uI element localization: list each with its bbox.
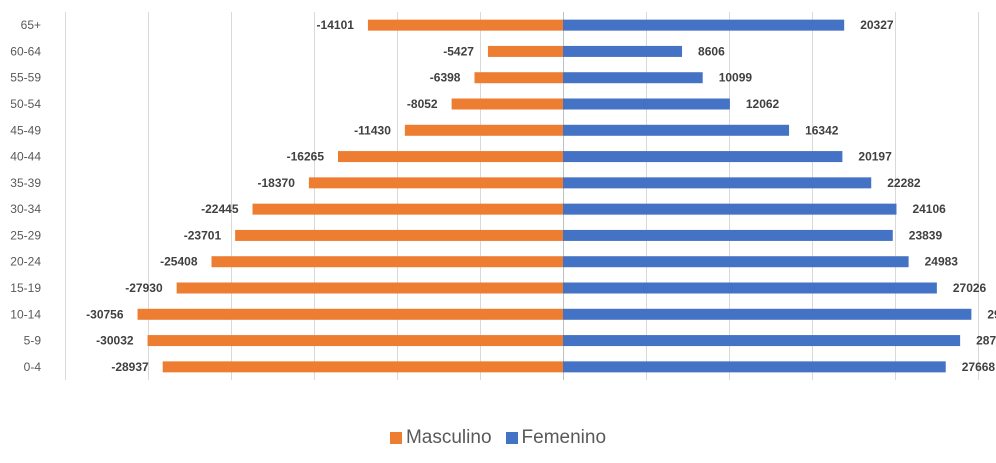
legend-swatch-femenino: [505, 432, 518, 444]
bar-femenino: [563, 72, 703, 84]
bar-femenino: [563, 98, 730, 110]
data-label: 20197: [858, 150, 892, 164]
bar-femenino: [563, 335, 961, 347]
bar-femenino: [563, 361, 946, 373]
bar-femenino: [563, 308, 972, 320]
data-label: -18370: [258, 176, 296, 190]
y-tick-label: 55-59: [10, 71, 41, 85]
data-label: -27930: [125, 281, 163, 295]
y-tick-label: 15-19: [10, 281, 41, 295]
data-label: 23839: [909, 228, 943, 242]
legend-swatch-masculino: [389, 432, 402, 444]
data-label: 10099: [719, 71, 753, 85]
y-tick-label: 25-29: [10, 228, 41, 242]
y-tick-label: 5-9: [24, 334, 42, 348]
data-label: 8606: [698, 44, 725, 58]
y-tick-label: 60-64: [10, 44, 41, 58]
data-labels: -28937 27668 -30032 28708 -30756 29522 -27930 2…: [86, 18, 996, 374]
legend-item-masculino: Masculino: [389, 427, 492, 449]
bar-masculino: [451, 98, 563, 110]
bar-masculino: [252, 203, 563, 215]
bar-femenino: [563, 19, 845, 31]
bar-femenino: [563, 124, 790, 136]
data-label: 29522: [987, 307, 996, 321]
gridlines: [65, 12, 979, 380]
data-label: -30756: [86, 307, 124, 321]
bar-masculino: [404, 124, 563, 136]
bar-masculino: [308, 177, 563, 189]
data-label: -11430: [354, 123, 391, 137]
data-label: -8052: [407, 97, 438, 111]
data-label: 27026: [953, 281, 987, 295]
bar-masculino: [474, 72, 563, 84]
bar-femenino: [563, 229, 893, 241]
data-label: -6398: [430, 71, 461, 85]
bar-femenino: [563, 256, 909, 268]
bar-masculino: [137, 308, 564, 320]
data-label: -16265: [287, 150, 325, 164]
data-label: -23701: [184, 228, 222, 242]
bar-femenino: [563, 151, 843, 163]
y-tick-label: 0-4: [24, 360, 42, 374]
y-axis-tick-labels: 0-4 5-9 10-14 15-19 20-24 25-29 30-34 35-39 40-4…: [10, 18, 41, 374]
bar-masculino: [176, 282, 563, 294]
data-label: -25408: [160, 255, 198, 269]
data-label: 20327: [860, 18, 894, 32]
legend-item-femenino: Femenino: [505, 427, 607, 449]
y-tick-label: 40-44: [10, 150, 41, 164]
bar-masculino: [487, 45, 563, 57]
y-tick-label: 10-14: [10, 307, 41, 321]
data-label: 16342: [805, 123, 839, 137]
bar-masculino: [162, 361, 563, 373]
y-tick-label: 45-49: [10, 123, 41, 137]
y-tick-label: 30-34: [10, 202, 41, 216]
bar-femenino: [563, 203, 897, 215]
data-label: 22282: [887, 176, 921, 190]
bar-masculino: [211, 256, 564, 268]
data-label: 24106: [912, 202, 946, 216]
y-tick-label: 20-24: [10, 255, 41, 269]
legend: Masculino Femenino: [0, 427, 996, 449]
bar-femenino: [563, 282, 937, 294]
data-label: 12062: [746, 97, 780, 111]
bars: [137, 19, 972, 373]
data-label: 27668: [962, 360, 996, 374]
bar-masculino: [338, 151, 563, 163]
data-label: -28937: [111, 360, 149, 374]
y-tick-label: 35-39: [10, 176, 41, 190]
bar-femenino: [563, 177, 872, 189]
data-label: 24983: [925, 255, 959, 269]
legend-label-femenino: Femenino: [521, 427, 607, 448]
legend-label-masculino: Masculino: [405, 427, 492, 448]
data-label: -30032: [96, 334, 134, 348]
data-label: -14101: [317, 18, 355, 32]
data-label: -5427: [443, 44, 474, 58]
data-label: -22445: [201, 202, 239, 216]
bar-femenino: [563, 45, 683, 57]
bar-masculino: [235, 229, 563, 241]
y-tick-label: 50-54: [10, 97, 41, 111]
data-label: 28708: [976, 334, 996, 348]
bar-masculino: [147, 335, 564, 347]
bar-masculino: [367, 19, 563, 31]
y-tick-label: 65+: [21, 18, 41, 32]
